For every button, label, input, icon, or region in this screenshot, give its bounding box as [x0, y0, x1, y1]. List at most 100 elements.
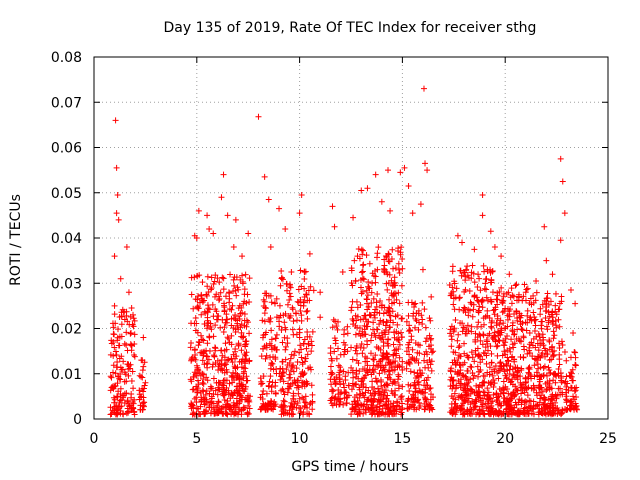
data-point	[360, 316, 367, 323]
data-point	[110, 369, 117, 376]
data-point	[356, 386, 363, 393]
data-point	[370, 319, 377, 326]
data-points	[107, 85, 581, 418]
data-point	[199, 298, 206, 305]
data-point	[224, 212, 231, 219]
data-point	[281, 398, 288, 405]
data-point	[558, 411, 565, 418]
data-point	[533, 277, 540, 284]
data-point	[498, 253, 505, 260]
data-point	[415, 381, 422, 388]
data-point	[125, 361, 132, 368]
data-point	[216, 279, 223, 286]
data-point	[394, 321, 401, 328]
data-point	[295, 390, 302, 397]
data-point	[199, 279, 206, 286]
data-point	[462, 309, 469, 316]
data-point	[304, 351, 311, 358]
data-point	[468, 328, 475, 335]
data-point	[457, 376, 464, 383]
data-point	[395, 330, 402, 337]
data-point	[200, 337, 207, 344]
data-point	[546, 409, 553, 416]
data-point	[413, 317, 420, 324]
data-point	[493, 296, 500, 303]
data-point	[538, 318, 545, 325]
data-point	[293, 384, 300, 391]
data-point	[358, 246, 365, 253]
data-point	[329, 370, 336, 377]
data-point	[483, 336, 490, 343]
data-point	[376, 332, 383, 339]
data-point	[536, 378, 543, 385]
data-point	[535, 384, 542, 391]
data-point	[561, 210, 568, 217]
data-point	[412, 339, 419, 346]
data-point	[220, 171, 227, 178]
data-point	[452, 360, 459, 367]
data-point	[304, 404, 311, 411]
data-point	[552, 379, 559, 386]
data-point	[301, 336, 308, 343]
data-point	[450, 301, 457, 308]
data-point	[534, 401, 541, 408]
data-point	[219, 367, 226, 374]
data-point	[451, 306, 458, 313]
data-point	[299, 394, 306, 401]
data-point	[258, 378, 265, 385]
data-point	[562, 389, 569, 396]
data-point	[236, 358, 243, 365]
data-point	[403, 348, 410, 355]
data-point	[377, 364, 384, 371]
data-point	[273, 295, 280, 302]
data-point	[363, 252, 370, 259]
data-point	[237, 392, 244, 399]
data-point	[361, 322, 368, 329]
data-point	[452, 349, 459, 356]
data-point	[472, 338, 479, 345]
data-point	[345, 392, 352, 399]
data-point	[501, 348, 508, 355]
data-point	[281, 391, 288, 398]
data-point	[139, 385, 146, 392]
data-point	[526, 349, 533, 356]
data-point	[356, 330, 363, 337]
data-point	[360, 392, 367, 399]
data-point	[398, 334, 405, 341]
data-point	[410, 396, 417, 403]
data-point	[198, 332, 205, 339]
data-point	[481, 350, 488, 357]
data-point	[396, 341, 403, 348]
data-point	[210, 400, 217, 407]
data-point	[297, 302, 304, 309]
data-point	[398, 409, 405, 416]
data-point	[472, 330, 479, 337]
data-point	[481, 373, 488, 380]
y-tick-label: 0.04	[51, 231, 82, 247]
data-point	[236, 397, 243, 404]
data-point	[530, 292, 537, 299]
data-point	[243, 323, 250, 330]
data-point	[293, 310, 300, 317]
data-point	[549, 348, 556, 355]
data-point	[497, 359, 504, 366]
data-point	[570, 330, 577, 337]
data-point	[486, 394, 493, 401]
data-point	[382, 331, 389, 338]
data-point	[199, 357, 206, 364]
data-point	[305, 365, 312, 372]
data-point	[261, 318, 268, 325]
data-point	[551, 332, 558, 339]
data-point	[242, 365, 249, 372]
data-point	[572, 300, 579, 307]
data-point	[306, 401, 313, 408]
data-point	[372, 366, 379, 373]
data-point	[193, 362, 200, 369]
x-tick-label: 0	[90, 431, 99, 447]
data-point	[390, 265, 397, 272]
data-point	[511, 404, 518, 411]
data-point	[384, 286, 391, 293]
data-point	[225, 335, 232, 342]
data-point	[121, 316, 128, 323]
data-point	[464, 272, 471, 279]
